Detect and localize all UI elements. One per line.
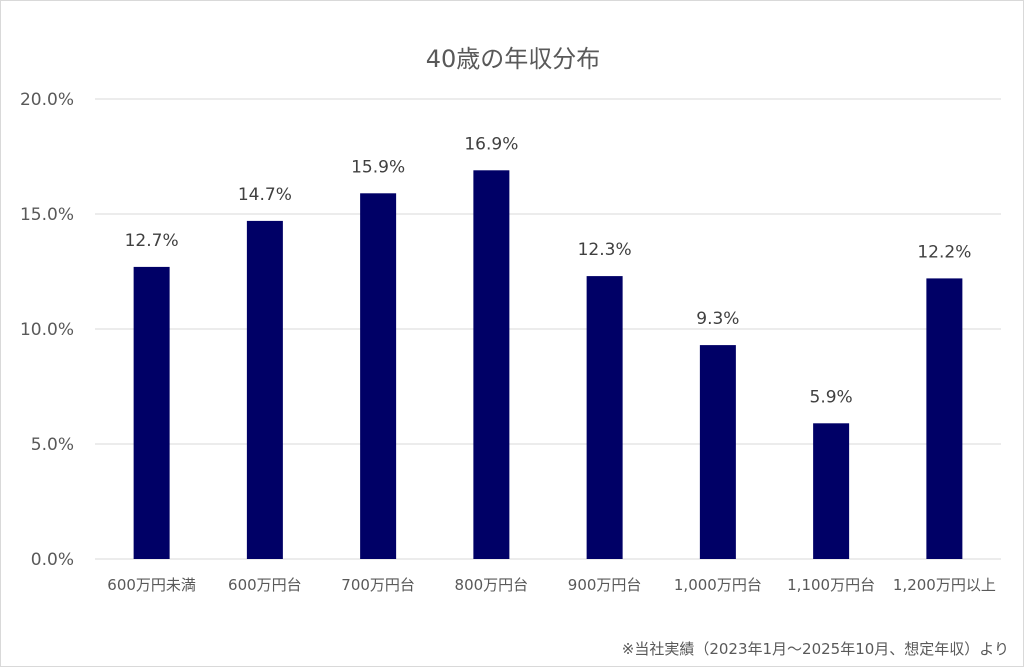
y-tick-label: 15.0% — [20, 205, 74, 225]
y-tick-label: 0.0% — [31, 550, 74, 570]
bar — [813, 423, 850, 559]
data-label: 5.9% — [810, 387, 853, 407]
bar — [699, 345, 736, 559]
data-label: 14.7% — [238, 185, 292, 205]
y-tick-label: 5.0% — [31, 435, 74, 455]
bar — [246, 220, 283, 559]
data-label: 9.3% — [696, 309, 739, 329]
bar — [360, 193, 397, 560]
data-label: 12.7% — [125, 231, 179, 251]
data-labels: 12.7% 14.7% 15.9% 16.9% 12.3% 9.3% 5.9% 12.2% — [125, 134, 972, 407]
bar — [586, 276, 623, 559]
x-tick-label: 1,000万円台 — [674, 576, 762, 594]
chart-title: 40歳の年収分布 — [426, 45, 601, 73]
x-tick-label: 1,200万円以上 — [893, 576, 996, 594]
x-tick-label: 600万円未満 — [107, 576, 196, 594]
data-label: 12.3% — [578, 240, 632, 260]
x-tick-label: 800万円台 — [455, 576, 529, 594]
x-tick-label: 900万円台 — [568, 576, 642, 594]
x-tick-label: 1,100万円台 — [787, 576, 875, 594]
data-label: 12.2% — [917, 242, 971, 262]
gridlines — [95, 98, 1001, 560]
bar — [133, 266, 170, 559]
data-label: 15.9% — [351, 157, 405, 177]
x-tick-label: 700万円台 — [341, 576, 415, 594]
y-axis-tick-labels: 0.0% 5.0% 10.0% 15.0% 20.0% — [20, 90, 74, 570]
x-axis-tick-labels: 600万円未満 600万円台 700万円台 800万円台 900万円台 1,000万円台 1… — [107, 576, 996, 594]
bars — [133, 170, 963, 560]
y-tick-label: 20.0% — [20, 90, 74, 110]
x-tick-label: 600万円台 — [228, 576, 302, 594]
footnote: ※当社実績（2023年1月～2025年10月、想定年収）より — [622, 640, 1009, 658]
bar — [926, 278, 963, 559]
data-label: 16.9% — [464, 134, 518, 154]
bar — [473, 170, 510, 560]
y-tick-label: 10.0% — [20, 320, 74, 340]
